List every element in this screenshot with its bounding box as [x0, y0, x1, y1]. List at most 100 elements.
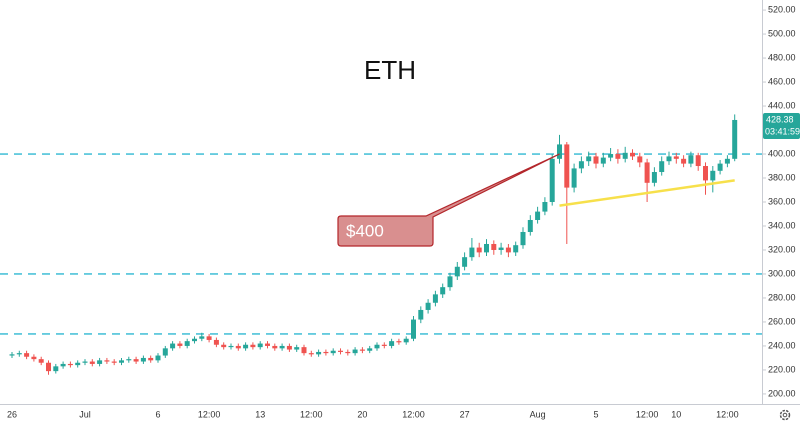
candle-body	[440, 287, 446, 295]
candle-body	[637, 156, 643, 163]
y-tick-label: 360.00	[768, 196, 796, 206]
candle-body	[542, 202, 548, 212]
candle-body	[221, 344, 227, 348]
candle-body	[695, 155, 701, 167]
candle-body	[46, 362, 51, 372]
y-tick-label: 460.00	[768, 76, 796, 86]
candle-body	[491, 243, 497, 250]
candle-body	[206, 336, 212, 340]
candle-body	[578, 161, 584, 169]
candle-body	[498, 247, 504, 250]
y-tick-label: 200.00	[768, 388, 796, 398]
candle-body	[279, 345, 285, 349]
candle-body	[38, 359, 44, 363]
candle-body	[177, 343, 183, 346]
y-tick-label: 220.00	[768, 364, 796, 374]
y-tick-label: 240.00	[768, 340, 796, 350]
candle-body	[316, 351, 322, 355]
candle-body	[294, 347, 300, 350]
y-tick-label: 500.00	[768, 28, 796, 38]
x-tick-label: 26	[7, 409, 17, 419]
x-tick-label: 20	[357, 409, 367, 419]
candle-body	[60, 363, 66, 367]
gear	[779, 409, 791, 421]
candle-body	[717, 163, 723, 171]
x-tick-label: 27	[460, 409, 470, 419]
chart-title: ETH	[364, 55, 416, 85]
candle-body	[243, 344, 249, 349]
candle-body	[600, 157, 606, 164]
candle-body	[630, 152, 635, 157]
candle-body	[338, 350, 343, 352]
x-tick-label: 12:00	[716, 409, 739, 419]
candle-body	[155, 355, 161, 361]
y-tick-label: 320.00	[768, 244, 796, 254]
y-tick-label: 520.00	[768, 4, 796, 14]
candle-body	[520, 231, 526, 246]
candle-body	[527, 219, 533, 232]
candle-body	[688, 155, 694, 164]
candle-body	[710, 170, 716, 181]
candle-body	[396, 341, 402, 343]
candle-body	[16, 353, 22, 355]
candle-body	[184, 341, 190, 346]
candle-body	[111, 361, 117, 363]
candle-body	[67, 363, 73, 366]
y-tick-label: 400.00	[768, 148, 796, 158]
candle-body	[454, 266, 460, 277]
settings-icon[interactable]	[779, 409, 791, 421]
candle-body	[381, 344, 387, 346]
candle-body	[622, 152, 628, 159]
candle-body	[272, 345, 278, 349]
candle-body	[593, 156, 599, 164]
candle-body	[411, 319, 416, 339]
y-tick-label: 300.00	[768, 268, 796, 278]
last-price-label: 428.38	[766, 114, 794, 124]
candle-body	[301, 347, 307, 354]
candle-body	[549, 158, 555, 202]
x-tick-label: 13	[255, 409, 265, 419]
candle-body	[228, 345, 234, 348]
candle-body	[257, 343, 263, 348]
x-tick-label: 12:00	[636, 409, 659, 419]
candle-body	[513, 245, 519, 253]
candle-body	[673, 156, 679, 159]
x-tick-label: 6	[155, 409, 160, 419]
candle-body	[235, 345, 241, 349]
candle-body	[447, 276, 453, 288]
candle-body	[213, 339, 219, 345]
trendline	[559, 179, 735, 207]
y-tick-label: 480.00	[768, 52, 796, 62]
x-tick-label: Jul	[79, 409, 91, 419]
candle-body	[724, 158, 730, 164]
candle-body	[484, 243, 489, 253]
x-tick-label: 12:00	[300, 409, 323, 419]
candle-body	[53, 366, 59, 372]
candle-body	[469, 247, 475, 258]
candle-body	[192, 338, 197, 342]
callout-box	[337, 153, 560, 247]
candle-body	[367, 348, 373, 351]
candle-body	[476, 247, 482, 253]
y-tick-label: 280.00	[768, 292, 796, 302]
candle-body	[148, 357, 154, 361]
candle-body	[374, 344, 380, 349]
gear-hub	[782, 412, 788, 418]
candle-body	[418, 309, 424, 320]
candle-body	[162, 348, 168, 356]
y-tick-label: 260.00	[768, 316, 796, 326]
candle-body	[75, 362, 81, 366]
candle-body	[666, 156, 672, 162]
candle-body	[89, 361, 95, 364]
countdown-label: 03:41:59	[765, 126, 800, 136]
x-tick-label: 12:00	[402, 409, 425, 419]
x-tick-label: 5	[593, 409, 598, 419]
candle-body	[345, 351, 351, 354]
candle-body	[170, 343, 176, 349]
candle-body	[571, 168, 577, 188]
candle-body	[659, 161, 665, 173]
callout-text: $400	[346, 221, 384, 240]
candle-body	[732, 119, 738, 159]
candle-body	[359, 349, 365, 351]
candle-body	[462, 257, 468, 267]
